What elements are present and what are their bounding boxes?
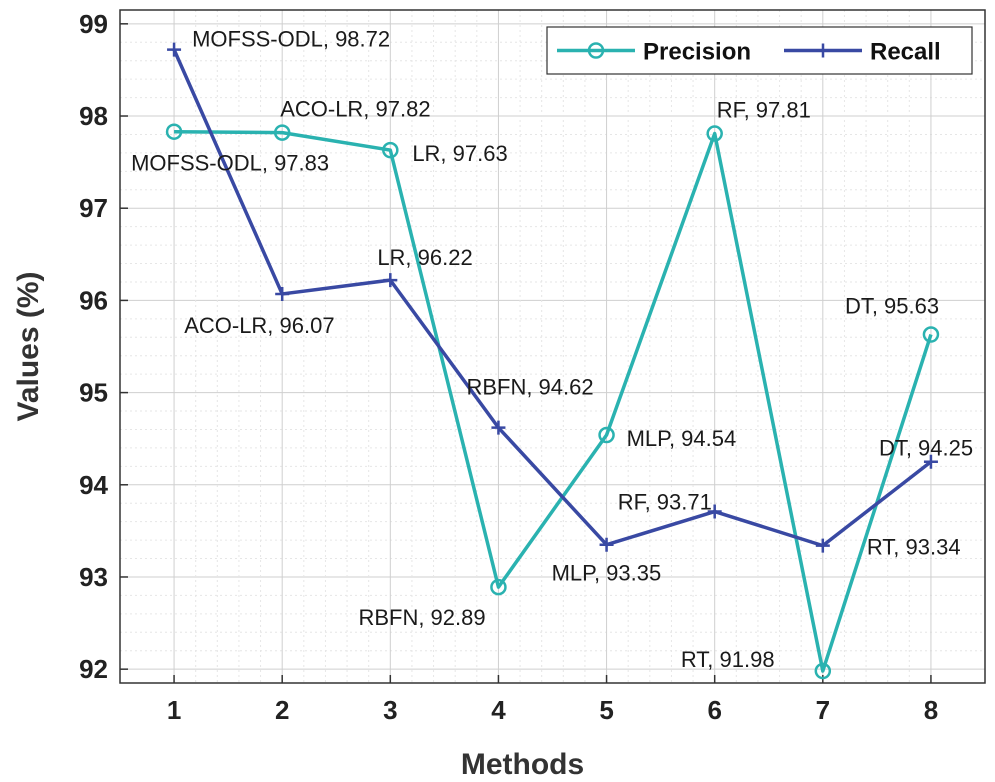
legend: Precision Recall [546, 26, 973, 75]
data-point-recall [491, 420, 506, 435]
data-label-recall: RT, 93.34 [867, 535, 961, 560]
data-label-precision: RF, 97.81 [717, 98, 811, 123]
data-point-recall [167, 42, 182, 57]
legend-marker-precision [587, 42, 605, 59]
data-label-precision: LR, 97.63 [412, 141, 507, 166]
legend-label-precision: Precision [643, 39, 751, 66]
y-tick-label: 97 [79, 193, 108, 223]
data-point-precision [165, 123, 183, 140]
data-label-recall: LR, 96.22 [377, 245, 472, 270]
series-line-recall [172, 48, 933, 548]
y-tick-label: 95 [79, 378, 108, 408]
data-point-precision [706, 125, 723, 142]
y-tick-label: 98 [79, 101, 108, 131]
series-line-precision [174, 129, 933, 673]
y-tick-label: 99 [79, 9, 108, 39]
data-label-recall: MOFSS-ODL, 98.72 [192, 27, 390, 52]
plot-area-frame [119, 9, 986, 684]
x-axis-title: Methods [461, 748, 584, 781]
x-tick-label: 3 [383, 695, 397, 725]
x-tick-label: 4 [491, 695, 506, 725]
data-label-precision: MLP, 94.54 [627, 426, 737, 451]
data-label-precision: MOFSS-ODL, 97.83 [131, 151, 329, 176]
data-label-precision: RBFN, 92.89 [358, 605, 485, 630]
data-label-precision: RT, 91.98 [681, 647, 775, 672]
data-label-recall: ACO-LR, 96.07 [184, 313, 334, 338]
x-tick-label: 2 [275, 695, 289, 725]
data-point-recall [383, 273, 398, 288]
data-point-precision [382, 141, 399, 159]
data-point-recall [923, 454, 938, 469]
data-point-precision [490, 578, 507, 596]
data-label-recall: RF, 93.71 [618, 490, 712, 515]
y-axis-title: Values (%) [12, 271, 45, 421]
y-tick-label: 92 [79, 654, 108, 684]
legend-label-recall: Recall [870, 39, 941, 66]
data-label-precision: ACO-LR, 97.82 [280, 97, 430, 122]
x-tick-label: 5 [599, 695, 613, 725]
data-labels: MOFSS-ODL, 97.83 ACO-LR, 97.82 LR, 97.63 RB… [131, 27, 973, 672]
y-tick-label: 96 [79, 285, 108, 315]
x-tick-label: 6 [707, 695, 721, 725]
x-tick-label: 7 [816, 695, 830, 725]
data-point-recall [707, 504, 722, 519]
y-tick-label: 94 [79, 470, 108, 500]
data-point-precision [814, 662, 832, 680]
y-tick-label: 93 [79, 562, 108, 592]
data-point-precision [922, 326, 940, 343]
x-tick-label: 8 [924, 695, 938, 725]
data-label-recall: MLP, 93.35 [552, 561, 662, 586]
series-group [165, 42, 940, 680]
x-tick-label: 1 [167, 695, 181, 725]
legend-marker-recall [816, 43, 830, 58]
data-point-precision [273, 124, 291, 141]
axis-ticks: 92 93 94 95 96 97 98 99 1 2 3 4 5 6 7 8 [79, 9, 938, 725]
data-point-recall [275, 286, 290, 301]
data-label-precision: DT, 95.63 [845, 294, 939, 319]
data-point-recall [599, 537, 614, 552]
data-point-recall [815, 538, 830, 553]
data-point-precision [598, 426, 615, 444]
data-label-recall: RBFN, 94.62 [466, 375, 593, 400]
data-label-recall: DT, 94.25 [879, 436, 973, 461]
